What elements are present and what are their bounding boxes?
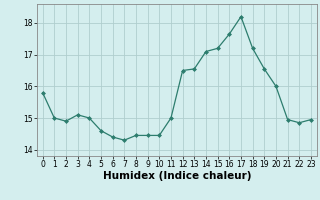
X-axis label: Humidex (Indice chaleur): Humidex (Indice chaleur) [102,171,251,181]
